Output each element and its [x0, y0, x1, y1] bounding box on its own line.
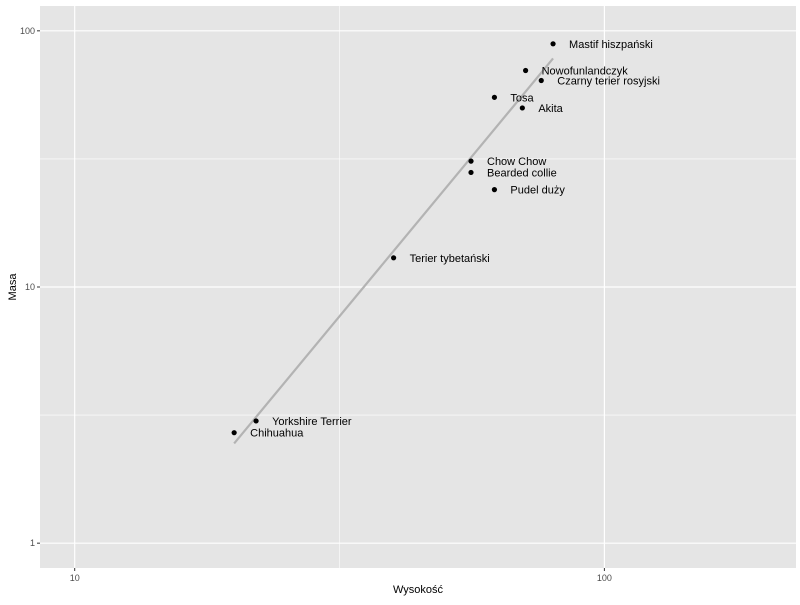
- data-point: [468, 169, 474, 176]
- point-label: Chow Chow: [487, 156, 546, 168]
- y-tick-label: 10: [25, 282, 35, 292]
- data-point: [491, 186, 498, 193]
- data-point: [391, 255, 397, 261]
- data-point: [231, 430, 237, 436]
- data-point: [253, 418, 259, 424]
- point-label: Tosa: [510, 92, 534, 104]
- point-label: Nowofunlandczyk: [542, 66, 629, 78]
- data-point: [550, 41, 556, 47]
- x-axis-title: Wysokość: [393, 584, 444, 596]
- data-point: [538, 77, 544, 84]
- data-point: [468, 158, 474, 164]
- x-tick-label: 100: [597, 573, 612, 583]
- point-label: Akita: [538, 103, 563, 115]
- major-gridlines: [40, 6, 796, 568]
- data-point: [519, 105, 525, 111]
- points-layer: [231, 41, 556, 436]
- point-label: Bearded collie: [487, 167, 557, 179]
- point-label: Mastif hiszpański: [569, 39, 653, 51]
- point-label: Czarny terier rosyjski: [557, 75, 660, 87]
- y-tick-label: 1: [30, 538, 35, 548]
- data-point: [523, 67, 529, 74]
- x-axis-ticks: 10 100: [70, 568, 612, 583]
- fit-line: [233, 57, 554, 445]
- y-axis-title: Masa: [7, 273, 19, 301]
- data-point: [491, 94, 498, 100]
- y-tick-label: 100: [20, 26, 35, 36]
- point-label: Terier tybetański: [410, 253, 490, 265]
- point-label: Yorkshire Terrier: [272, 416, 352, 428]
- x-tick-label: 10: [70, 573, 80, 583]
- point-label: Chihuahua: [250, 428, 304, 440]
- y-axis-ticks: 1 10 100: [20, 26, 40, 548]
- point-label: Pudel duży: [510, 185, 565, 197]
